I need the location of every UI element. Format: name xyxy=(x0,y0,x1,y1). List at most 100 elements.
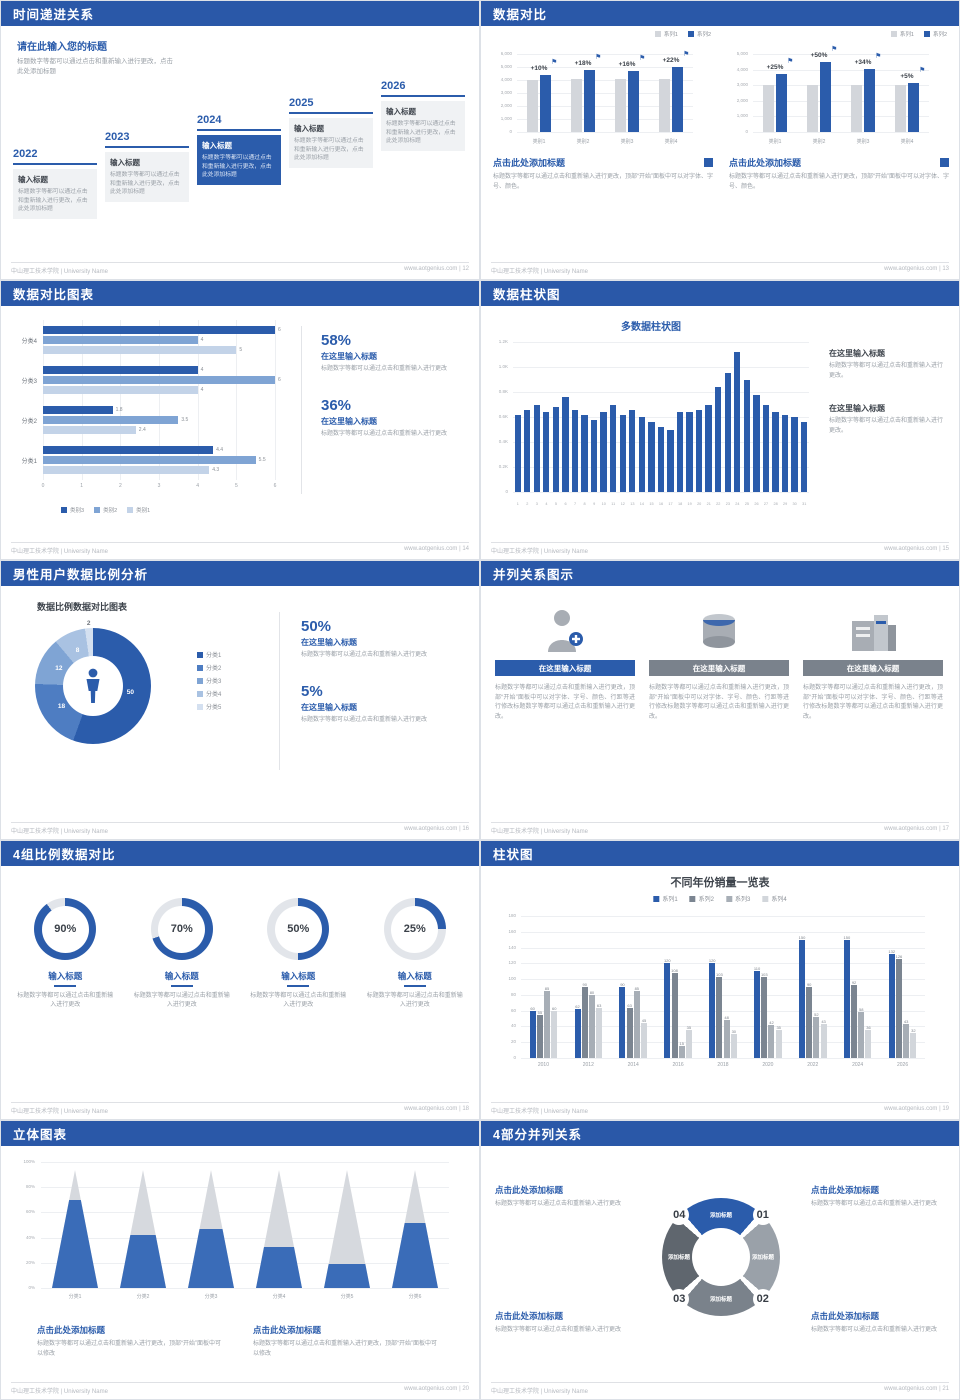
growth-label: +18% xyxy=(574,59,592,67)
bar-value xyxy=(678,1046,685,1058)
timeline-card: 输入标题 标题数字等都可以通过点击和重新输入进行更改，点击此处添加标题 xyxy=(289,118,373,169)
category-label: 分类2 xyxy=(21,419,37,425)
slide-title-bar: 4组比例数据对比 xyxy=(1,841,479,866)
progress-ring-value: 90% xyxy=(41,905,89,953)
part-number: 01 xyxy=(752,1205,773,1226)
timeline-year: 2025 xyxy=(289,97,314,109)
x-axis-tick: 分类2 xyxy=(136,1294,150,1300)
slide-16-male-ratio-analysis[interactable]: 男性用户数据比例分析 数据比例数据对比图表 50 18 12 8 2 分类1 分类2 分类3… xyxy=(1,561,479,839)
timeline-card-title: 输入标题 xyxy=(202,141,232,150)
bar-value xyxy=(574,1009,581,1058)
x-axis-tick: 9 xyxy=(593,502,596,506)
value-label: 90 xyxy=(620,982,625,987)
bar xyxy=(743,379,750,492)
caption-body: 标题数字等都可以通过点击和重新输入进行更改 xyxy=(811,1327,938,1333)
footer-university: 中山理工技术学院 | University Name xyxy=(491,829,588,835)
y-axis-tick: 0 xyxy=(505,489,508,494)
bar-value xyxy=(619,987,626,1058)
x-axis-tick: 类别1 xyxy=(532,139,546,145)
bar xyxy=(753,394,760,492)
gridline xyxy=(521,979,925,981)
slide-19-bar-chart[interactable]: 柱状图 不同年份销量一览表 系列1 系列2 系列3 系列4 180 160 140 120 1… xyxy=(481,841,959,1119)
progress-ring-value: 25% xyxy=(391,905,439,953)
value-label: 90 xyxy=(582,982,587,987)
slide-21-four-part-relationship[interactable]: 4部分并列关系 点击此处添加标题 标题数字等都可以通过点击和重新输入进行更改 点… xyxy=(481,1121,959,1399)
comparison-panel-left: 系列1 系列2 6,000 5,000 4,000 3,000 2,000 1,000 0 +1… xyxy=(487,26,715,257)
chart-legend: 分类1 分类2 分类3 分类4 分类5 xyxy=(197,650,221,711)
slide-12-content: 请在此输入您的标题 标题数字等都可以通过点击和重新输入进行更改，点击此处添加标题… xyxy=(1,26,479,257)
legend-label: 分类1 xyxy=(206,653,222,659)
value-label: 120 xyxy=(663,958,671,964)
bar-value xyxy=(888,953,895,1058)
bar-value xyxy=(730,1034,737,1058)
slide-title: 时间递进关系 xyxy=(13,8,95,22)
bar-value xyxy=(43,366,198,374)
stat-title: 在这里输入标题 xyxy=(301,638,357,647)
legend-label: 系列2 xyxy=(698,897,714,903)
slide-12-time-progression[interactable]: 时间递进关系 请在此输入您的标题 标题数字等都可以通过点击和重新输入进行更改，点… xyxy=(1,1,479,279)
bar-value xyxy=(43,466,210,474)
legend-swatch xyxy=(654,31,661,37)
footer-site-page: www.aotgenius.com | 20 xyxy=(404,1386,469,1392)
bar-value xyxy=(723,1020,730,1058)
slide-13-data-comparison[interactable]: 数据对比 系列1 系列2 6,000 5,000 4,000 3,000 2,000 1,0… xyxy=(481,1,959,279)
legend-swatch xyxy=(687,31,694,37)
legend-item: 分类5 xyxy=(197,702,221,711)
timeline-divider xyxy=(197,129,281,131)
caption-bottom-left: 点击此处添加标题 标题数字等都可以通过点击和重新输入进行更改 xyxy=(495,1310,629,1336)
legend-swatch xyxy=(197,677,203,684)
slide-17-parallel-relationship[interactable]: 并列关系图示 在这里输入标题 标题数字等都可以通过点击和重新输入进行更改，顶部“… xyxy=(481,561,959,839)
gridline xyxy=(120,320,122,480)
ring-body: 标题数字等都可以通过点击和重新输入进行更改 xyxy=(250,993,347,1009)
slide-title-bar: 柱状图 xyxy=(481,841,959,866)
caption-title: 点击此处添加标题 xyxy=(37,1325,106,1335)
slide-footer: 中山理工技术学院 | University Name www.aotgenius.… xyxy=(491,542,949,555)
slide-18-four-ratio-comparison[interactable]: 4组比例数据对比 90% 输入标题 标题数字等都可以通过点击和重新输入进行更改 70%… xyxy=(1,841,479,1119)
value-label: 62 xyxy=(575,1004,580,1010)
stat-body: 标题数字等都可以通过点击和重新输入进行更改 xyxy=(321,430,448,437)
x-axis-tick: 0 xyxy=(41,483,45,489)
legend-swatch xyxy=(653,895,660,902)
value-label: 80 xyxy=(589,989,595,995)
slide-footer: 中山理工技术学院 | University Name www.aotgenius.… xyxy=(11,262,469,275)
x-axis-tick: 分类3 xyxy=(204,1294,218,1300)
category-label: 分类1 xyxy=(21,459,37,465)
gridline xyxy=(517,106,693,107)
y-axis-tick: 100% xyxy=(23,1159,35,1164)
value-label: 60 xyxy=(552,1005,557,1011)
bar-value xyxy=(633,990,640,1058)
chart-legend: 系列1 系列2 系列3 系列4 xyxy=(653,894,787,903)
timeline-step: 2026 输入标题 标题数字等都可以通过点击和重新输入进行更改，点击此处添加标题 xyxy=(381,80,465,152)
gridline xyxy=(41,1237,449,1239)
gridline xyxy=(521,947,925,949)
cylinder-icon xyxy=(649,602,789,660)
stat-title: 在这里输入标题 xyxy=(829,349,885,358)
square-accent xyxy=(704,158,713,167)
slide-20-3d-chart[interactable]: 立体图表 100% 80% 60% 40% 20% 0% 分类1 分类2 分类3 分类4 分类5 分类… xyxy=(1,1121,479,1399)
bar-value xyxy=(895,958,902,1058)
gridline xyxy=(517,132,693,133)
slide-18-content: 90% 输入标题 标题数字等都可以通过点击和重新输入进行更改 70% 输入标题 标题数字等… xyxy=(1,866,479,1097)
progress-ring-item: 90% 输入标题 标题数字等都可以通过点击和重新输入进行更改 xyxy=(12,898,118,1011)
x-axis-tick: 17 xyxy=(668,502,673,506)
footer-university: 中山理工技术学院 | University Name xyxy=(11,269,108,275)
gridline xyxy=(753,116,929,118)
footer-site-page: www.aotgenius.com | 14 xyxy=(404,546,469,552)
ring-underline xyxy=(403,985,426,987)
building-icon xyxy=(803,602,943,660)
footer-university: 中山理工技术学院 | University Name xyxy=(11,829,108,835)
y-axis-tick: 6,000 xyxy=(500,51,512,56)
slide-14-comparison-chart[interactable]: 数据对比图表 0 1 2 3 4 5 6 分类4 6 4 5 分类3 4 6 4 分类2 1.8 3.5 2.4 分类… xyxy=(1,281,479,559)
timeline-step: 2022 输入标题 标题数字等都可以通过点击和重新输入进行更改，点击此处添加标题 xyxy=(13,148,97,220)
gridline xyxy=(521,916,925,917)
legend-swatch xyxy=(890,31,897,37)
growth-label: +10% xyxy=(530,64,548,72)
slide-15-column-chart[interactable]: 数据柱状图 多数据柱状图 1.2K 1.0K 0.8K 0.6K 0.4K 0.2K 0 1 2… xyxy=(481,281,959,559)
parallel-item-2: 在这里输入标题 标题数字等都可以通过点击和重新输入进行更改，顶部“开始”面板中可… xyxy=(649,602,789,722)
gridline xyxy=(513,417,809,418)
bar-chart: 5,000 4,000 3,000 2,000 1,000 0 +25% ⚑ 类别1 +50% ⚑ 类… xyxy=(727,42,935,146)
x-axis-tick: 2010 xyxy=(537,1062,549,1068)
x-axis-tick: 分类5 xyxy=(340,1294,354,1300)
x-axis-tick: 2016 xyxy=(672,1062,684,1068)
legend-item: 分类1 xyxy=(197,650,221,659)
